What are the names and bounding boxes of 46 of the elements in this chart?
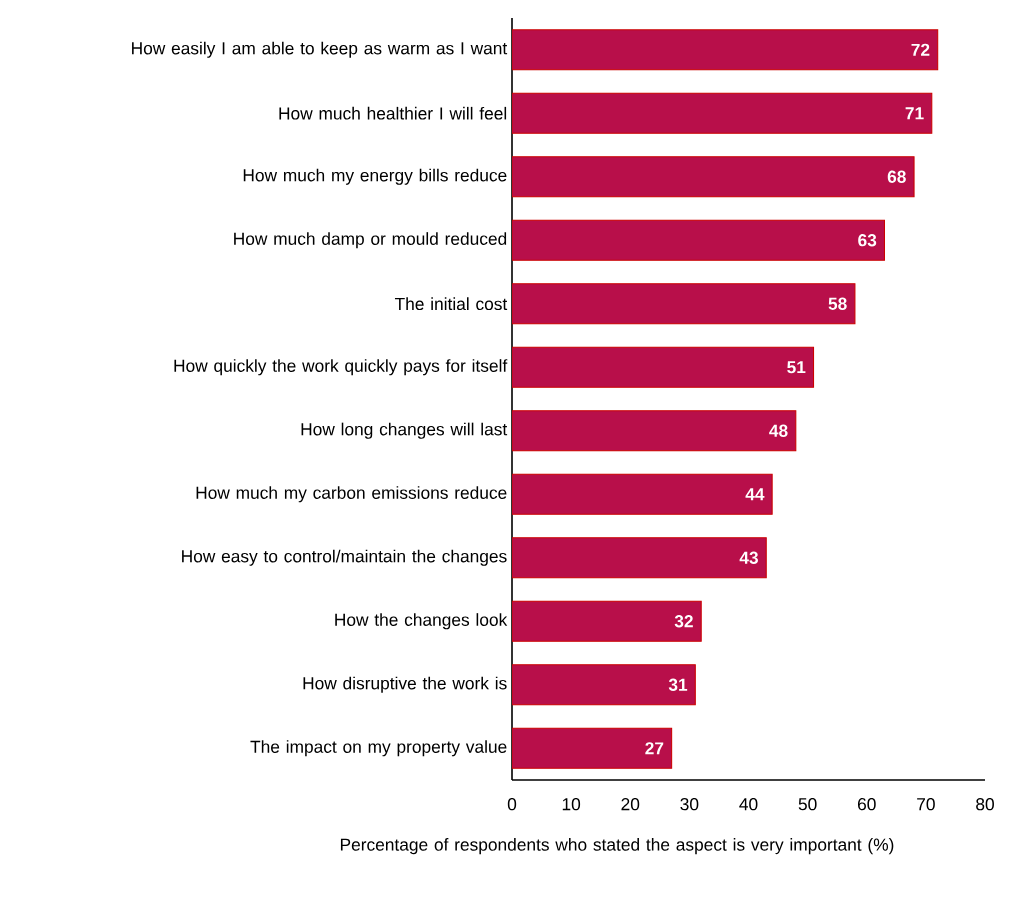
x-tick-label: 30 xyxy=(680,798,699,811)
y-tick-label: How disruptive the work is xyxy=(303,676,507,693)
bar xyxy=(512,600,702,642)
data-label: 43 xyxy=(739,551,758,564)
y-tick-label: How the changes look xyxy=(335,613,508,630)
data-label: 68 xyxy=(887,170,906,183)
bar xyxy=(512,727,673,769)
x-tick-label: 20 xyxy=(621,798,640,811)
x-axis-title: Percentage of respondents who stated the aspect is very important (%) xyxy=(340,838,894,855)
x-tick-label: 80 xyxy=(976,798,994,811)
data-label: 44 xyxy=(745,488,765,501)
data-label: 31 xyxy=(668,678,688,691)
y-tick-label: The initial cost xyxy=(394,297,508,311)
bar xyxy=(512,219,886,261)
x-tick-label: 10 xyxy=(562,798,581,811)
x-tick-label: 50 xyxy=(798,798,817,811)
bar xyxy=(512,92,933,134)
x-tick-label: 0 xyxy=(507,798,517,811)
bar xyxy=(512,156,915,198)
y-tick-label: How quickly the work quickly pays for itself xyxy=(174,359,508,376)
data-label: 27 xyxy=(645,742,664,755)
x-tick-label: 40 xyxy=(739,798,758,811)
bar xyxy=(512,410,797,452)
bar xyxy=(512,346,815,388)
y-tick-label: How much damp or mould reduced xyxy=(234,232,507,249)
bar xyxy=(512,473,773,515)
y-tick-label: How much my energy bills reduce xyxy=(243,168,507,185)
data-label: 48 xyxy=(769,424,788,437)
y-tick-label: How much healthier I will feel xyxy=(279,106,507,120)
bar xyxy=(512,664,696,706)
x-tick-label: 70 xyxy=(917,798,935,811)
bar xyxy=(512,29,939,71)
y-tick-label: How long changes will last xyxy=(301,422,508,439)
y-tick-label: How easy to control/maintain the changes xyxy=(182,549,507,566)
bar xyxy=(512,283,856,325)
data-label: 58 xyxy=(828,297,847,310)
bar xyxy=(512,537,767,579)
y-tick-label: The impact on my property value xyxy=(250,740,507,757)
data-label: 63 xyxy=(858,234,877,247)
y-tick-label: How much my carbon emissions reduce xyxy=(196,486,507,503)
data-label: 51 xyxy=(787,361,806,374)
y-tick-label: How easily I am able to keep as warm as I want xyxy=(132,41,508,58)
x-tick-label: 60 xyxy=(857,798,876,811)
data-label: 72 xyxy=(911,43,930,56)
data-label: 32 xyxy=(674,615,693,628)
data-label: 71 xyxy=(905,107,924,120)
